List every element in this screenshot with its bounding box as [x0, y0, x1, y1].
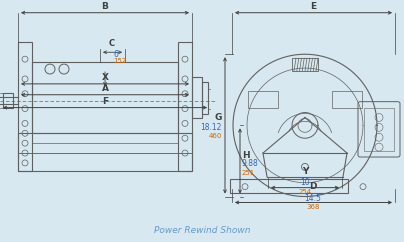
Text: G: G — [215, 113, 222, 122]
Text: C: C — [109, 39, 115, 48]
Text: Y: Y — [302, 167, 308, 176]
Bar — [18, 153, 192, 171]
Text: 251: 251 — [242, 170, 255, 176]
Bar — [192, 77, 202, 119]
Text: 18.12: 18.12 — [201, 123, 222, 132]
Text: X: X — [101, 73, 109, 82]
Bar — [18, 42, 32, 171]
Text: 254: 254 — [299, 189, 311, 195]
Bar — [248, 91, 278, 108]
Text: B: B — [101, 2, 108, 11]
Bar — [332, 91, 362, 108]
Bar — [178, 42, 192, 171]
Bar — [230, 179, 348, 193]
Text: E: E — [310, 2, 316, 11]
Text: H: H — [242, 151, 250, 159]
Text: Power Rewind Shown: Power Rewind Shown — [154, 226, 250, 235]
Text: 14.5: 14.5 — [305, 194, 322, 203]
Text: 368: 368 — [306, 204, 320, 210]
Text: D: D — [309, 182, 317, 191]
Bar — [3, 93, 13, 108]
Text: 6: 6 — [113, 50, 118, 59]
Bar — [364, 108, 394, 151]
Bar — [18, 133, 192, 171]
Text: 10: 10 — [300, 178, 310, 187]
Text: 460: 460 — [208, 133, 222, 139]
Bar — [292, 58, 318, 71]
Bar — [202, 82, 208, 113]
Text: A: A — [101, 84, 109, 93]
Text: 152: 152 — [113, 58, 126, 64]
Text: 9.88: 9.88 — [242, 159, 259, 168]
Bar — [32, 62, 178, 133]
Text: F: F — [102, 97, 108, 106]
